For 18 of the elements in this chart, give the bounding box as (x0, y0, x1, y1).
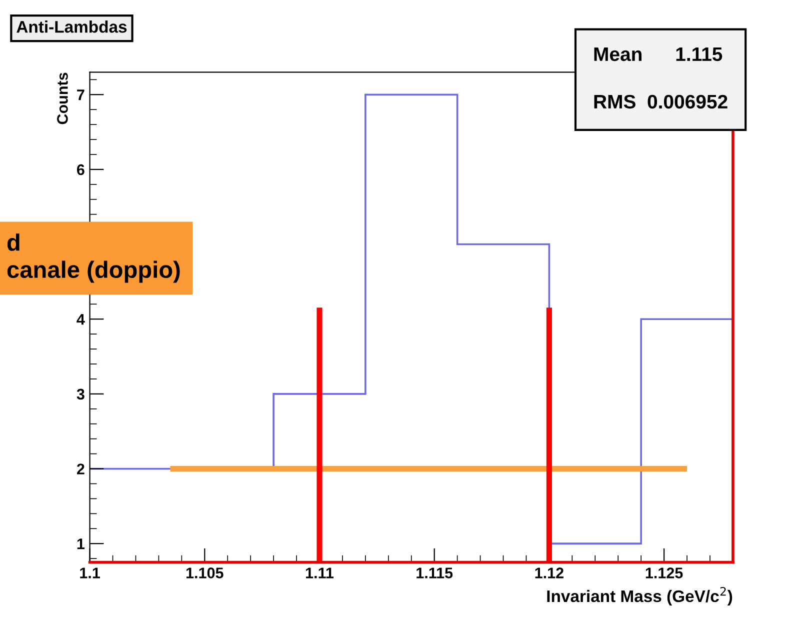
annotation: d canale (doppio) (7, 234, 180, 283)
y-tick-label: 1 (77, 538, 85, 550)
y-tick-label: 4 (76, 314, 85, 325)
y-tick-label: 7 (77, 90, 84, 100)
x-axis-title: Invariant Mass (GeV/c$^{2}$) (547, 586, 732, 606)
x-tick-label: 1.1 (80, 568, 100, 578)
x-tick-label: 1.11 (306, 568, 334, 578)
x-tick-label: 1.105 (186, 568, 224, 578)
y-tick-label: 6 (77, 164, 84, 176)
text: Mean 1.115 (594, 48, 722, 62)
y-tick-label: 3 (76, 388, 84, 400)
chart-title: Anti-Lambdas (16, 20, 127, 33)
x-tick-label: 1.115 (416, 568, 453, 578)
y-tick-label: 2 (76, 464, 84, 474)
x-tick-label: 1.12 (535, 568, 564, 578)
annotation: RMS 0.006952 (594, 94, 728, 109)
y-axis-title: Counts (57, 72, 68, 124)
x-tick-label: 1.125 (646, 568, 683, 578)
